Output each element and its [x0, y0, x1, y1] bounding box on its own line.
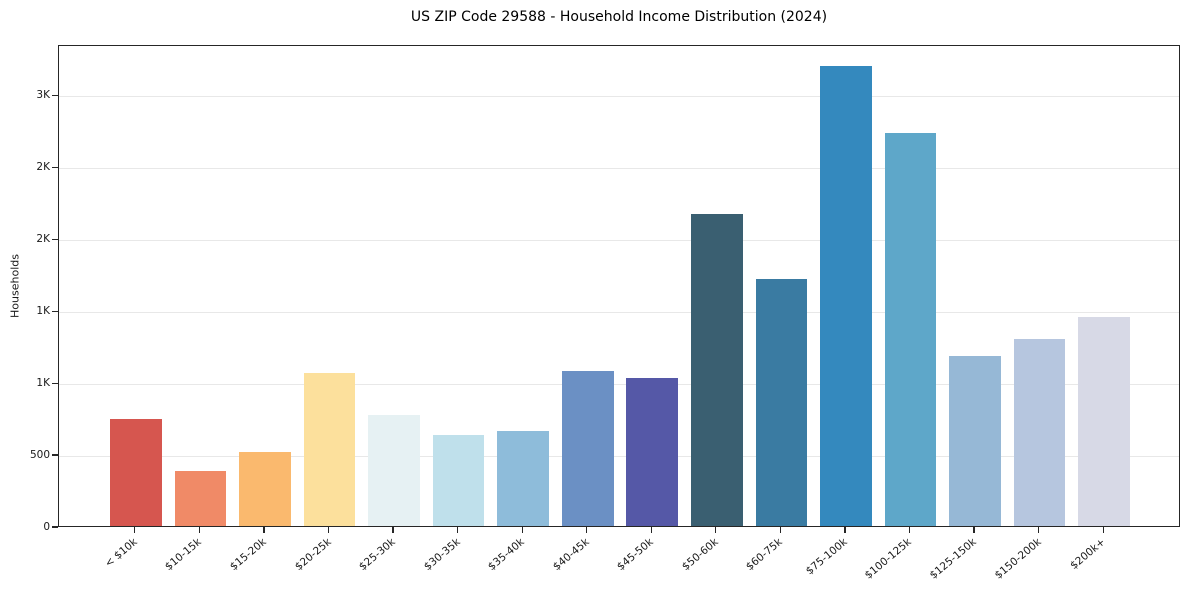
y-tick-mark — [52, 238, 58, 240]
x-tick-label: $75-100k — [803, 536, 850, 578]
y-tick-label: 1K — [36, 305, 50, 318]
bar-2 — [174, 470, 227, 526]
x-tick-label: $15-20k — [227, 536, 269, 574]
x-tick-mark — [715, 527, 717, 533]
x-tick-label: $50-60k — [679, 536, 721, 574]
x-tick-label: $45-50k — [615, 536, 656, 574]
x-tick-mark — [779, 527, 781, 533]
bar-9 — [626, 377, 679, 526]
x-tick-mark — [457, 527, 459, 533]
bar-13 — [884, 133, 937, 526]
y-tick-mark — [52, 382, 58, 384]
x-tick-mark — [586, 527, 588, 533]
x-tick-mark — [521, 527, 523, 533]
y-tick-label: 0 — [43, 521, 50, 533]
bar-8 — [561, 370, 614, 526]
bar-1 — [110, 418, 162, 526]
bar-3 — [239, 451, 291, 526]
x-tick-label: $200k+ — [1068, 536, 1108, 572]
x-tick-label: $100-125k — [863, 536, 915, 582]
chart-title: US ZIP Code 29588 - Household Income Dis… — [410, 9, 828, 25]
gridline — [59, 239, 1179, 241]
x-tick-mark — [973, 527, 975, 533]
x-tick-mark — [392, 527, 394, 533]
y-tick-label: 2K — [36, 161, 50, 174]
bar-12 — [820, 66, 872, 526]
x-tick-label: $25-30k — [356, 536, 398, 574]
y-tick-mark — [52, 166, 58, 168]
bar-15 — [1013, 338, 1066, 526]
x-tick-mark — [263, 527, 265, 533]
bar-11 — [755, 278, 808, 526]
bar-16 — [1078, 316, 1130, 526]
y-tick-mark — [52, 94, 58, 96]
x-tick-mark — [650, 527, 652, 533]
x-tick-label: $40-45k — [550, 536, 592, 574]
gridline — [59, 383, 1179, 385]
y-tick-mark — [52, 454, 58, 456]
bar-7 — [497, 431, 549, 526]
bar-10 — [691, 213, 743, 526]
gridline — [59, 455, 1179, 457]
gridline — [59, 311, 1179, 313]
gridline — [59, 167, 1179, 169]
x-tick-label: $10-15k — [163, 536, 205, 574]
y-tick-label: 500 — [29, 449, 50, 462]
x-tick-label: $30-35k — [421, 536, 463, 574]
bar-14 — [949, 356, 1001, 526]
y-tick-label: 3K — [36, 89, 50, 102]
x-tick-mark — [198, 527, 201, 533]
gridline — [59, 95, 1179, 97]
y-tick-mark — [52, 526, 58, 528]
x-tick-mark — [844, 527, 846, 533]
x-tick-mark — [1037, 527, 1040, 533]
plot-area — [58, 45, 1180, 527]
y-tick-label: 1K — [36, 377, 50, 390]
bar-5 — [368, 415, 420, 526]
x-tick-label: $20-25k — [292, 536, 334, 574]
x-tick-label: < $10k — [102, 536, 140, 570]
y-tick-mark — [52, 310, 58, 312]
y-tick-label: 2K — [36, 233, 50, 246]
x-tick-mark — [1102, 527, 1104, 533]
x-tick-label: $150-200k — [992, 536, 1044, 582]
x-tick-label: $60-75k — [744, 536, 786, 574]
bar-4 — [303, 372, 356, 526]
x-tick-mark — [908, 527, 911, 533]
x-tick-mark — [327, 527, 330, 533]
bar-6 — [432, 435, 485, 526]
x-tick-label: $35-40k — [486, 536, 527, 574]
x-tick-label: $125-150k — [927, 536, 979, 582]
x-tick-mark — [134, 527, 136, 533]
